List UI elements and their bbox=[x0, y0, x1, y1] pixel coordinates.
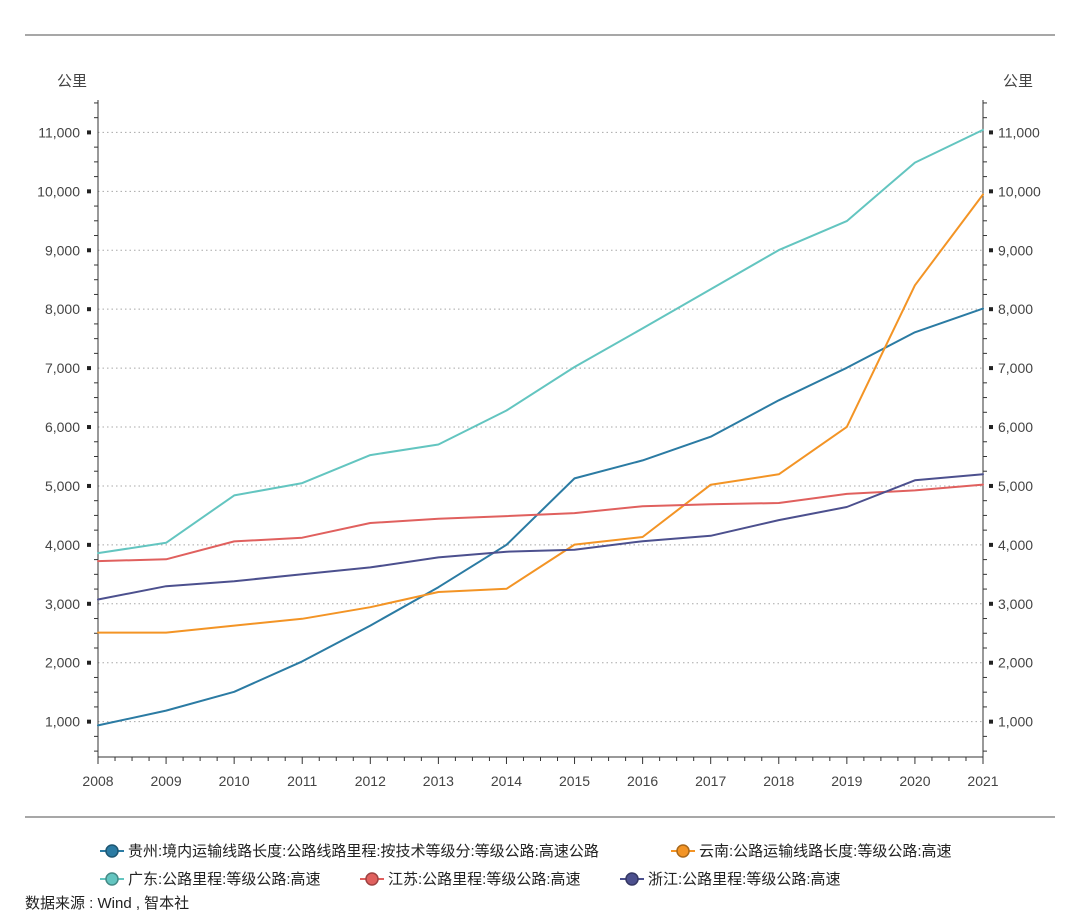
series-line-guangdong bbox=[97, 128, 984, 555]
y-tick-mark-left bbox=[87, 425, 91, 430]
right-axis-unit: 公里 bbox=[1003, 73, 1033, 90]
y-tick-label-left: 11,000 bbox=[38, 124, 80, 140]
y-tick-label-right: 4,000 bbox=[998, 537, 1033, 553]
x-tick-label: 2021 bbox=[967, 773, 998, 789]
y-tick-label-right: 2,000 bbox=[998, 655, 1033, 671]
y-tick-label-right: 6,000 bbox=[998, 419, 1033, 435]
y-tick-mark-right bbox=[989, 307, 993, 312]
legend: 贵州:境内运输线路长度:公路线路里程:按技术等级分:等级公路:高速公路 云南:公路… bbox=[100, 842, 952, 888]
y-tick-mark-left bbox=[87, 601, 91, 606]
legend-item-yunnan[interactable]: 云南:公路运输线路长度:等级公路:高速 bbox=[671, 842, 952, 860]
y-tick-mark-left bbox=[87, 130, 91, 135]
x-tick-label: 2011 bbox=[287, 773, 317, 789]
legend-label: 浙江:公路里程:等级公路:高速 bbox=[648, 870, 841, 888]
x-tick-label: 2009 bbox=[150, 773, 181, 789]
y-tick-mark-right bbox=[989, 130, 993, 135]
legend-marker-dot bbox=[105, 872, 119, 886]
y-tick-label-left: 7,000 bbox=[45, 360, 80, 376]
legend-label: 广东:公路里程:等级公路:高速 bbox=[128, 870, 321, 888]
y-tick-label-right: 3,000 bbox=[998, 596, 1033, 612]
gridlines bbox=[98, 131, 983, 723]
y-tick-label-left: 9,000 bbox=[45, 242, 80, 258]
series-line-jiangsu bbox=[97, 483, 984, 563]
data-source: 数据来源 : Wind , 智本社 bbox=[25, 894, 189, 912]
x-tick-label: 2012 bbox=[355, 773, 386, 789]
x-tick-label: 2008 bbox=[82, 773, 113, 789]
x-tick-label: 2018 bbox=[763, 773, 794, 789]
y-tick-label-right: 1,000 bbox=[998, 714, 1033, 730]
x-tick-label: 2010 bbox=[219, 773, 250, 789]
y-tick-mark-left bbox=[87, 248, 91, 253]
axes: 1,000 1,000 2,000 2,000 3,000 3,000 4,000 4,000… bbox=[37, 100, 1041, 789]
y-tick-mark-right bbox=[989, 483, 993, 488]
legend-marker-dot bbox=[625, 872, 639, 886]
legend-item-zhejiang[interactable]: 浙江:公路里程:等级公路:高速 bbox=[620, 870, 841, 888]
legend-label: 贵州:境内运输线路长度:公路线路里程:按技术等级分:等级公路:高速公路 bbox=[128, 842, 599, 860]
y-tick-mark-right bbox=[989, 248, 993, 253]
y-tick-label-left: 8,000 bbox=[45, 301, 80, 317]
legend-marker-dot bbox=[105, 844, 119, 858]
y-tick-mark-right bbox=[989, 366, 993, 371]
series-line-guizhou bbox=[97, 307, 984, 727]
y-tick-label-left: 10,000 bbox=[37, 183, 80, 199]
y-tick-label-left: 1,000 bbox=[45, 714, 80, 730]
legend-item-jiangsu[interactable]: 江苏:公路里程:等级公路:高速 bbox=[360, 870, 581, 888]
y-tick-mark-right bbox=[989, 542, 993, 547]
x-tick-label: 2013 bbox=[423, 773, 454, 789]
y-tick-label-left: 6,000 bbox=[45, 419, 80, 435]
y-tick-label-right: 8,000 bbox=[998, 301, 1033, 317]
x-tick-label: 2017 bbox=[695, 773, 726, 789]
y-tick-mark-left bbox=[87, 189, 91, 194]
y-tick-mark-left bbox=[87, 719, 91, 724]
x-tick-label: 2020 bbox=[899, 773, 930, 789]
legend-marker-dot bbox=[365, 872, 379, 886]
y-tick-mark-right bbox=[989, 719, 993, 724]
x-tick-label: 2016 bbox=[627, 773, 658, 789]
y-tick-mark-right bbox=[989, 189, 993, 194]
legend-item-guangdong[interactable]: 广东:公路里程:等级公路:高速 bbox=[100, 870, 321, 888]
y-tick-label-right: 9,000 bbox=[998, 242, 1033, 258]
y-tick-label-left: 4,000 bbox=[45, 537, 80, 553]
y-tick-mark-right bbox=[989, 601, 993, 606]
series-line-yunnan bbox=[97, 193, 984, 634]
series-lines bbox=[97, 128, 984, 727]
y-tick-mark-right bbox=[989, 660, 993, 665]
y-tick-label-right: 7,000 bbox=[998, 360, 1033, 376]
y-tick-label-left: 2,000 bbox=[45, 655, 80, 671]
y-tick-label-right: 5,000 bbox=[998, 478, 1033, 494]
legend-label: 云南:公路运输线路长度:等级公路:高速 bbox=[699, 842, 952, 860]
left-axis-unit: 公里 bbox=[57, 73, 87, 90]
x-tick-label: 2015 bbox=[559, 773, 590, 789]
legend-item-guizhou[interactable]: 贵州:境内运输线路长度:公路线路里程:按技术等级分:等级公路:高速公路 bbox=[100, 842, 599, 860]
x-tick-label: 2014 bbox=[491, 773, 522, 789]
y-tick-label-right: 10,000 bbox=[998, 183, 1041, 199]
y-tick-mark-right bbox=[989, 425, 993, 430]
legend-label: 江苏:公路里程:等级公路:高速 bbox=[388, 870, 581, 888]
y-tick-mark-left bbox=[87, 366, 91, 371]
series-line-zhejiang bbox=[97, 473, 984, 601]
y-tick-mark-left bbox=[87, 660, 91, 665]
x-tick-label: 2019 bbox=[831, 773, 862, 789]
y-tick-mark-left bbox=[87, 307, 91, 312]
y-tick-label-left: 3,000 bbox=[45, 596, 80, 612]
legend-marker-dot bbox=[676, 844, 690, 858]
y-tick-label-right: 11,000 bbox=[998, 124, 1040, 140]
y-tick-label-left: 5,000 bbox=[45, 478, 80, 494]
y-tick-mark-left bbox=[87, 542, 91, 547]
y-tick-mark-left bbox=[87, 483, 91, 488]
